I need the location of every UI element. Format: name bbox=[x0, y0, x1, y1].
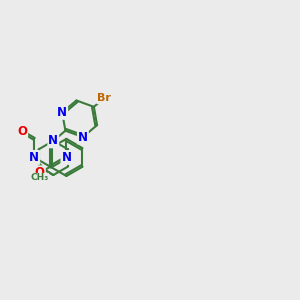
Text: N: N bbox=[57, 106, 67, 119]
Text: N: N bbox=[78, 130, 88, 144]
Text: O: O bbox=[17, 125, 27, 138]
Text: Br: Br bbox=[97, 93, 111, 103]
Text: CH₃: CH₃ bbox=[30, 173, 49, 182]
Text: N: N bbox=[48, 134, 58, 147]
Text: N: N bbox=[29, 151, 39, 164]
Text: N: N bbox=[61, 151, 71, 164]
Text: O: O bbox=[35, 166, 45, 179]
